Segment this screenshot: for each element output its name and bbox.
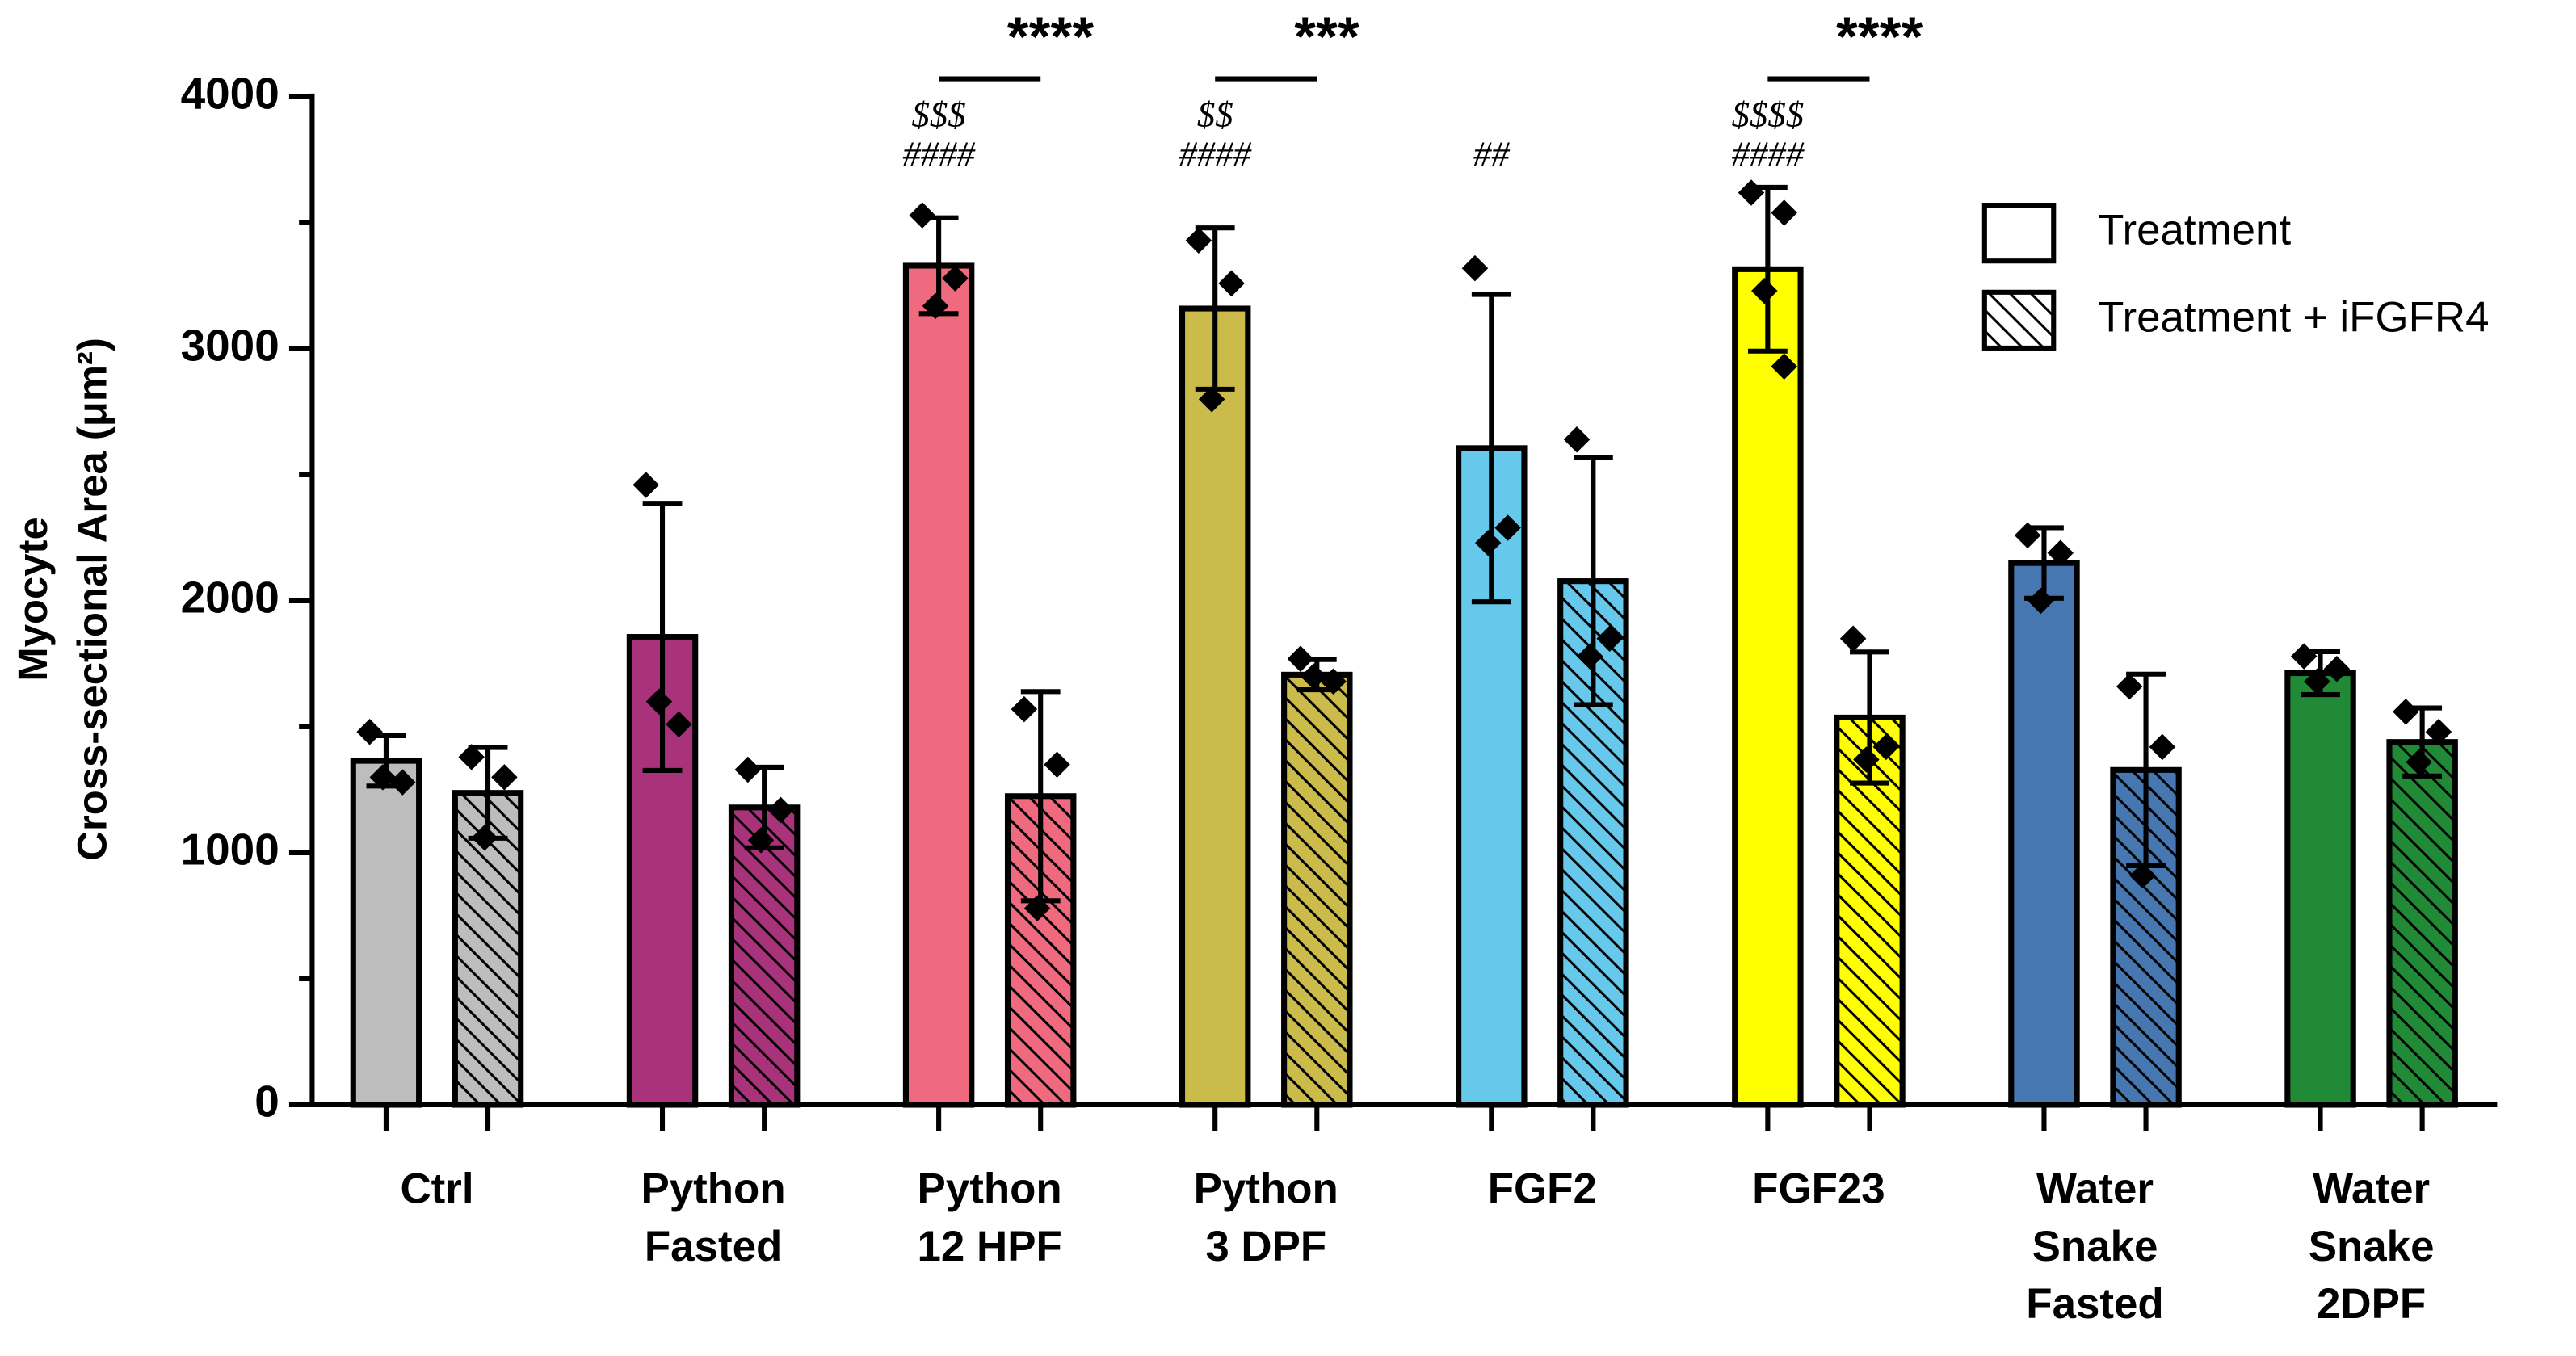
bar (2284, 670, 2356, 1108)
data-point (1771, 199, 1797, 226)
x-tick-label: Snake (2309, 1223, 2435, 1270)
data-point (1011, 695, 1038, 723)
x-tick-label: Fasted (645, 1223, 782, 1270)
data-point (909, 202, 936, 229)
data-point (666, 711, 692, 738)
bar (350, 758, 422, 1108)
y-tick-label: 4000 (181, 68, 279, 118)
bar (1179, 305, 1251, 1108)
legend-swatch (1981, 203, 2057, 264)
x-tick-label: Ctrl (400, 1165, 473, 1213)
data-point (1320, 668, 1347, 695)
bar (2008, 560, 2080, 1108)
data-point (1185, 227, 1212, 254)
data-point (1872, 733, 1900, 761)
data-point (1494, 514, 1521, 541)
data-point (2149, 733, 2176, 761)
legend-swatch (1981, 289, 2057, 351)
significance-label: $$$$ (1732, 94, 1804, 135)
x-tick-label: 12 HPF (918, 1223, 1062, 1270)
data-point (2047, 539, 2074, 566)
data-point (458, 744, 485, 770)
legend-label: Treatment + iFGFR4 (2098, 293, 2489, 341)
data-point (2323, 655, 2351, 682)
significance-label: ## (1473, 133, 1511, 174)
legend-label: Treatment (2098, 207, 2291, 254)
bar (902, 262, 975, 1108)
data-point (942, 265, 969, 292)
data-point (1771, 353, 1797, 380)
data-point (2304, 668, 2330, 695)
data-point (1461, 254, 1489, 282)
data-point (2290, 643, 2318, 670)
data-point (645, 688, 673, 716)
bar (2386, 739, 2458, 1108)
data-point (1738, 179, 1765, 206)
x-tick-label: Water (2313, 1165, 2430, 1213)
y-tick-label: 2000 (181, 572, 279, 622)
y-tick-label: 1000 (181, 824, 279, 874)
data-point (1563, 426, 1591, 453)
x-tick-label: Fasted (2026, 1280, 2163, 1328)
x-tick-label: Snake (2032, 1223, 2158, 1270)
y-tick-label: 0 (254, 1077, 279, 1127)
x-tick-label: FGF23 (1752, 1165, 1885, 1213)
data-point (632, 472, 659, 498)
x-tick-label: Water (2036, 1165, 2154, 1213)
significance-label: $$ (1197, 94, 1233, 135)
x-tick-label: 2DPF (2317, 1280, 2426, 1328)
data-point (356, 718, 383, 745)
significance-label: *** (1294, 5, 1359, 68)
significance-label: #### (1732, 133, 1805, 174)
data-point (1023, 895, 1051, 921)
data-point (1287, 645, 1314, 672)
data-point (2014, 522, 2041, 549)
significance-label: **** (1007, 5, 1095, 68)
x-tick-label: Python (641, 1165, 785, 1213)
data-point (491, 764, 518, 791)
x-tick-label: 3 DPF (1205, 1223, 1326, 1270)
y-axis-label: Myocyte (10, 517, 56, 681)
x-tick-label: FGF2 (1488, 1165, 1597, 1213)
bar (1732, 266, 1804, 1108)
bar (728, 804, 801, 1108)
significance-label: #### (902, 133, 976, 174)
data-point (1218, 270, 1245, 297)
data-point (2116, 673, 2143, 700)
data-point (1839, 625, 1867, 653)
y-axis-label: Cross-sectional Area (μm²) (69, 338, 115, 861)
y-tick-label: 3000 (181, 320, 279, 370)
data-point (2028, 587, 2054, 615)
data-point (2393, 698, 2419, 725)
significance-label: $$$ (912, 94, 966, 135)
bar (1281, 671, 1353, 1108)
data-point (1577, 643, 1603, 670)
x-tick-label: Python (918, 1165, 1062, 1213)
significance-label: **** (1836, 5, 1923, 68)
x-tick-label: Python (1194, 1165, 1338, 1213)
significance-label: #### (1179, 133, 1252, 174)
data-point (734, 756, 762, 783)
data-point (1044, 751, 1070, 779)
